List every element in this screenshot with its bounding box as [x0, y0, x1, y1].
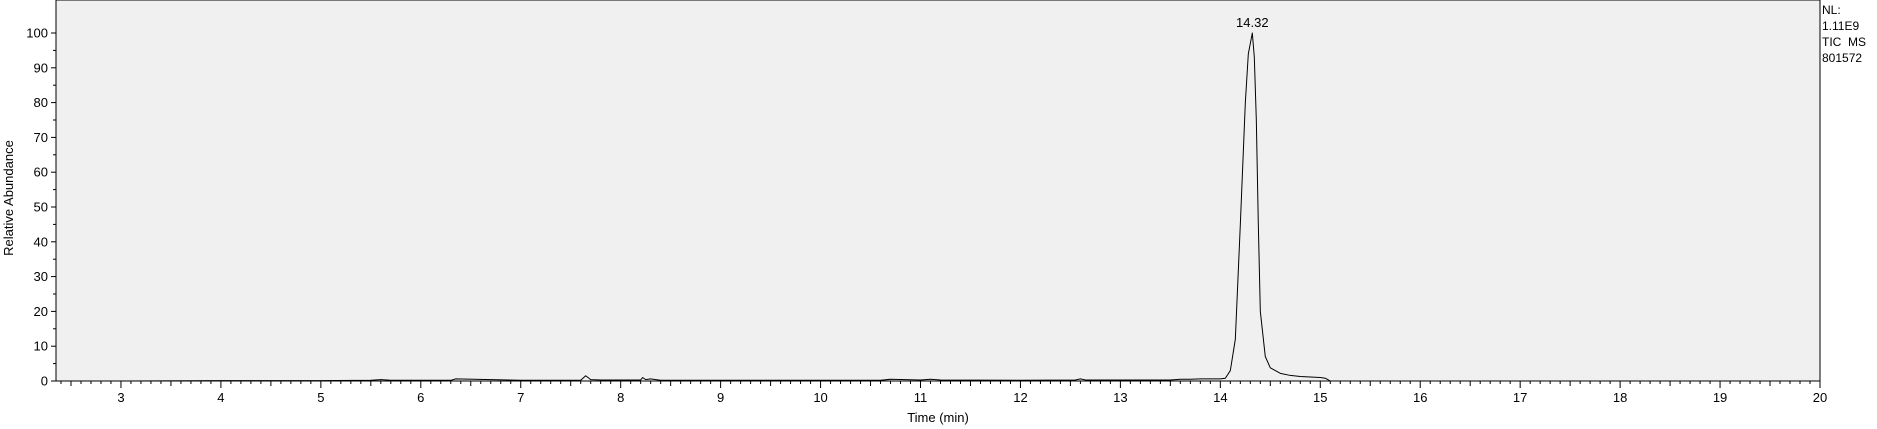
x-tick-label: 15 [1313, 390, 1327, 405]
nl-value: 1.11E9 [1822, 19, 1860, 33]
y-axis-ticks: 0 10 20 30 40 50 60 70 80 90 100 [26, 26, 56, 389]
y-tick-label: 90 [34, 60, 48, 75]
y-tick-label: 70 [34, 130, 48, 145]
x-tick-label: 17 [1513, 390, 1527, 405]
y-tick-label: 60 [34, 165, 48, 180]
x-axis-title: Time (min) [907, 410, 969, 425]
x-tick-label: 5 [317, 390, 324, 405]
peak-label: 14.32 [1236, 15, 1269, 30]
x-tick-label: 11 [914, 390, 928, 405]
y-tick-label: 10 [34, 339, 48, 354]
x-tick-label: 6 [417, 390, 424, 405]
scan-type: TIC MS [1822, 35, 1866, 49]
x-tick-label: 13 [1113, 390, 1127, 405]
x-tick-label: 7 [517, 390, 524, 405]
y-tick-label: 100 [26, 26, 48, 41]
x-axis-ticks: 3 4 5 6 7 8 9 10 11 12 13 14 15 16 17 18 19 20 [60, 381, 1827, 405]
x-tick-label: 16 [1413, 390, 1427, 405]
y-tick-label: 50 [34, 200, 48, 215]
x-tick-label: 19 [1713, 390, 1727, 405]
y-tick-label: 30 [34, 269, 48, 284]
y-tick-label: 20 [34, 304, 48, 319]
file-id: 801572 [1822, 51, 1863, 65]
nl-label: NL: [1822, 3, 1841, 17]
y-tick-label: 80 [34, 95, 48, 110]
x-tick-label: 20 [1813, 390, 1827, 405]
x-tick-label: 3 [117, 390, 124, 405]
x-tick-label: 9 [717, 390, 724, 405]
x-tick-label: 14 [1213, 390, 1227, 405]
y-tick-label: 0 [41, 374, 48, 389]
tic-trace-line [56, 32, 1820, 382]
x-tick-label: 18 [1613, 390, 1627, 405]
y-tick-label: 40 [34, 234, 48, 249]
y-axis-title: Relative Abundance [1, 140, 16, 256]
annotation-layer: 14.32 [1236, 15, 1269, 30]
x-tick-label: 10 [813, 390, 827, 405]
plot-background [55, 0, 1821, 382]
x-tick-label: 8 [617, 390, 624, 405]
acquisition-info: NL: 1.11E9 TIC MS 801572 [1822, 2, 1866, 66]
data-layer [56, 32, 1820, 382]
x-tick-label: 12 [1013, 390, 1027, 405]
x-tick-label: 4 [217, 390, 224, 405]
